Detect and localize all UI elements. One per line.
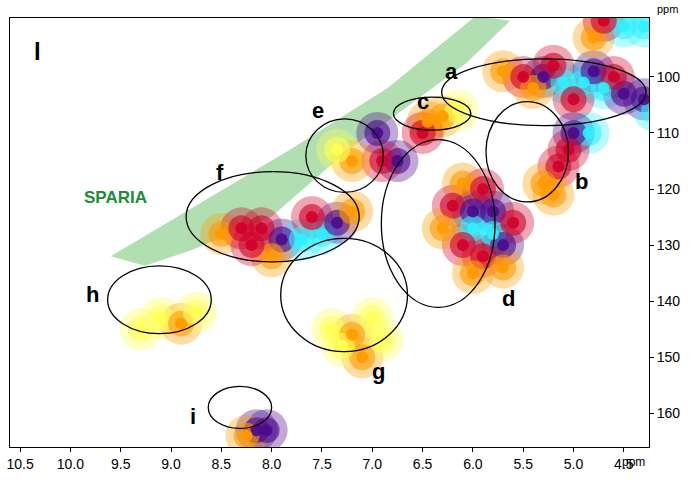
svg-text:7.0: 7.0 — [363, 456, 383, 472]
svg-text:ppm: ppm — [622, 455, 645, 469]
svg-text:140: 140 — [657, 293, 681, 309]
svg-text:10.0: 10.0 — [57, 456, 84, 472]
svg-text:8.5: 8.5 — [212, 456, 232, 472]
svg-text:a: a — [445, 59, 458, 84]
svg-text:d: d — [502, 286, 515, 311]
svg-text:SPARIA: SPARIA — [84, 188, 147, 207]
svg-text:5.0: 5.0 — [564, 456, 584, 472]
svg-text:i: i — [190, 404, 196, 429]
svg-text:l: l — [34, 38, 41, 65]
svg-text:h: h — [86, 282, 99, 307]
svg-text:130: 130 — [657, 237, 681, 253]
svg-text:6.0: 6.0 — [463, 456, 483, 472]
svg-text:160: 160 — [657, 405, 681, 421]
svg-text:4.5: 4.5 — [614, 456, 634, 472]
svg-text:8.0: 8.0 — [262, 456, 282, 472]
svg-text:c: c — [417, 89, 429, 114]
svg-text:120: 120 — [657, 181, 681, 197]
svg-text:9.0: 9.0 — [161, 456, 181, 472]
svg-text:9.5: 9.5 — [111, 456, 131, 472]
svg-text:10.5: 10.5 — [6, 456, 33, 472]
svg-text:110: 110 — [657, 125, 680, 141]
svg-text:ppm: ppm — [657, 3, 678, 15]
svg-text:g: g — [372, 359, 385, 384]
svg-text:150: 150 — [657, 349, 681, 365]
svg-text:f: f — [216, 160, 224, 185]
svg-text:5.5: 5.5 — [513, 456, 533, 472]
svg-text:100: 100 — [657, 69, 681, 85]
svg-text:6.5: 6.5 — [413, 456, 433, 472]
svg-text:7.5: 7.5 — [312, 456, 332, 472]
svg-text:e: e — [312, 98, 324, 123]
svg-text:b: b — [575, 169, 588, 194]
